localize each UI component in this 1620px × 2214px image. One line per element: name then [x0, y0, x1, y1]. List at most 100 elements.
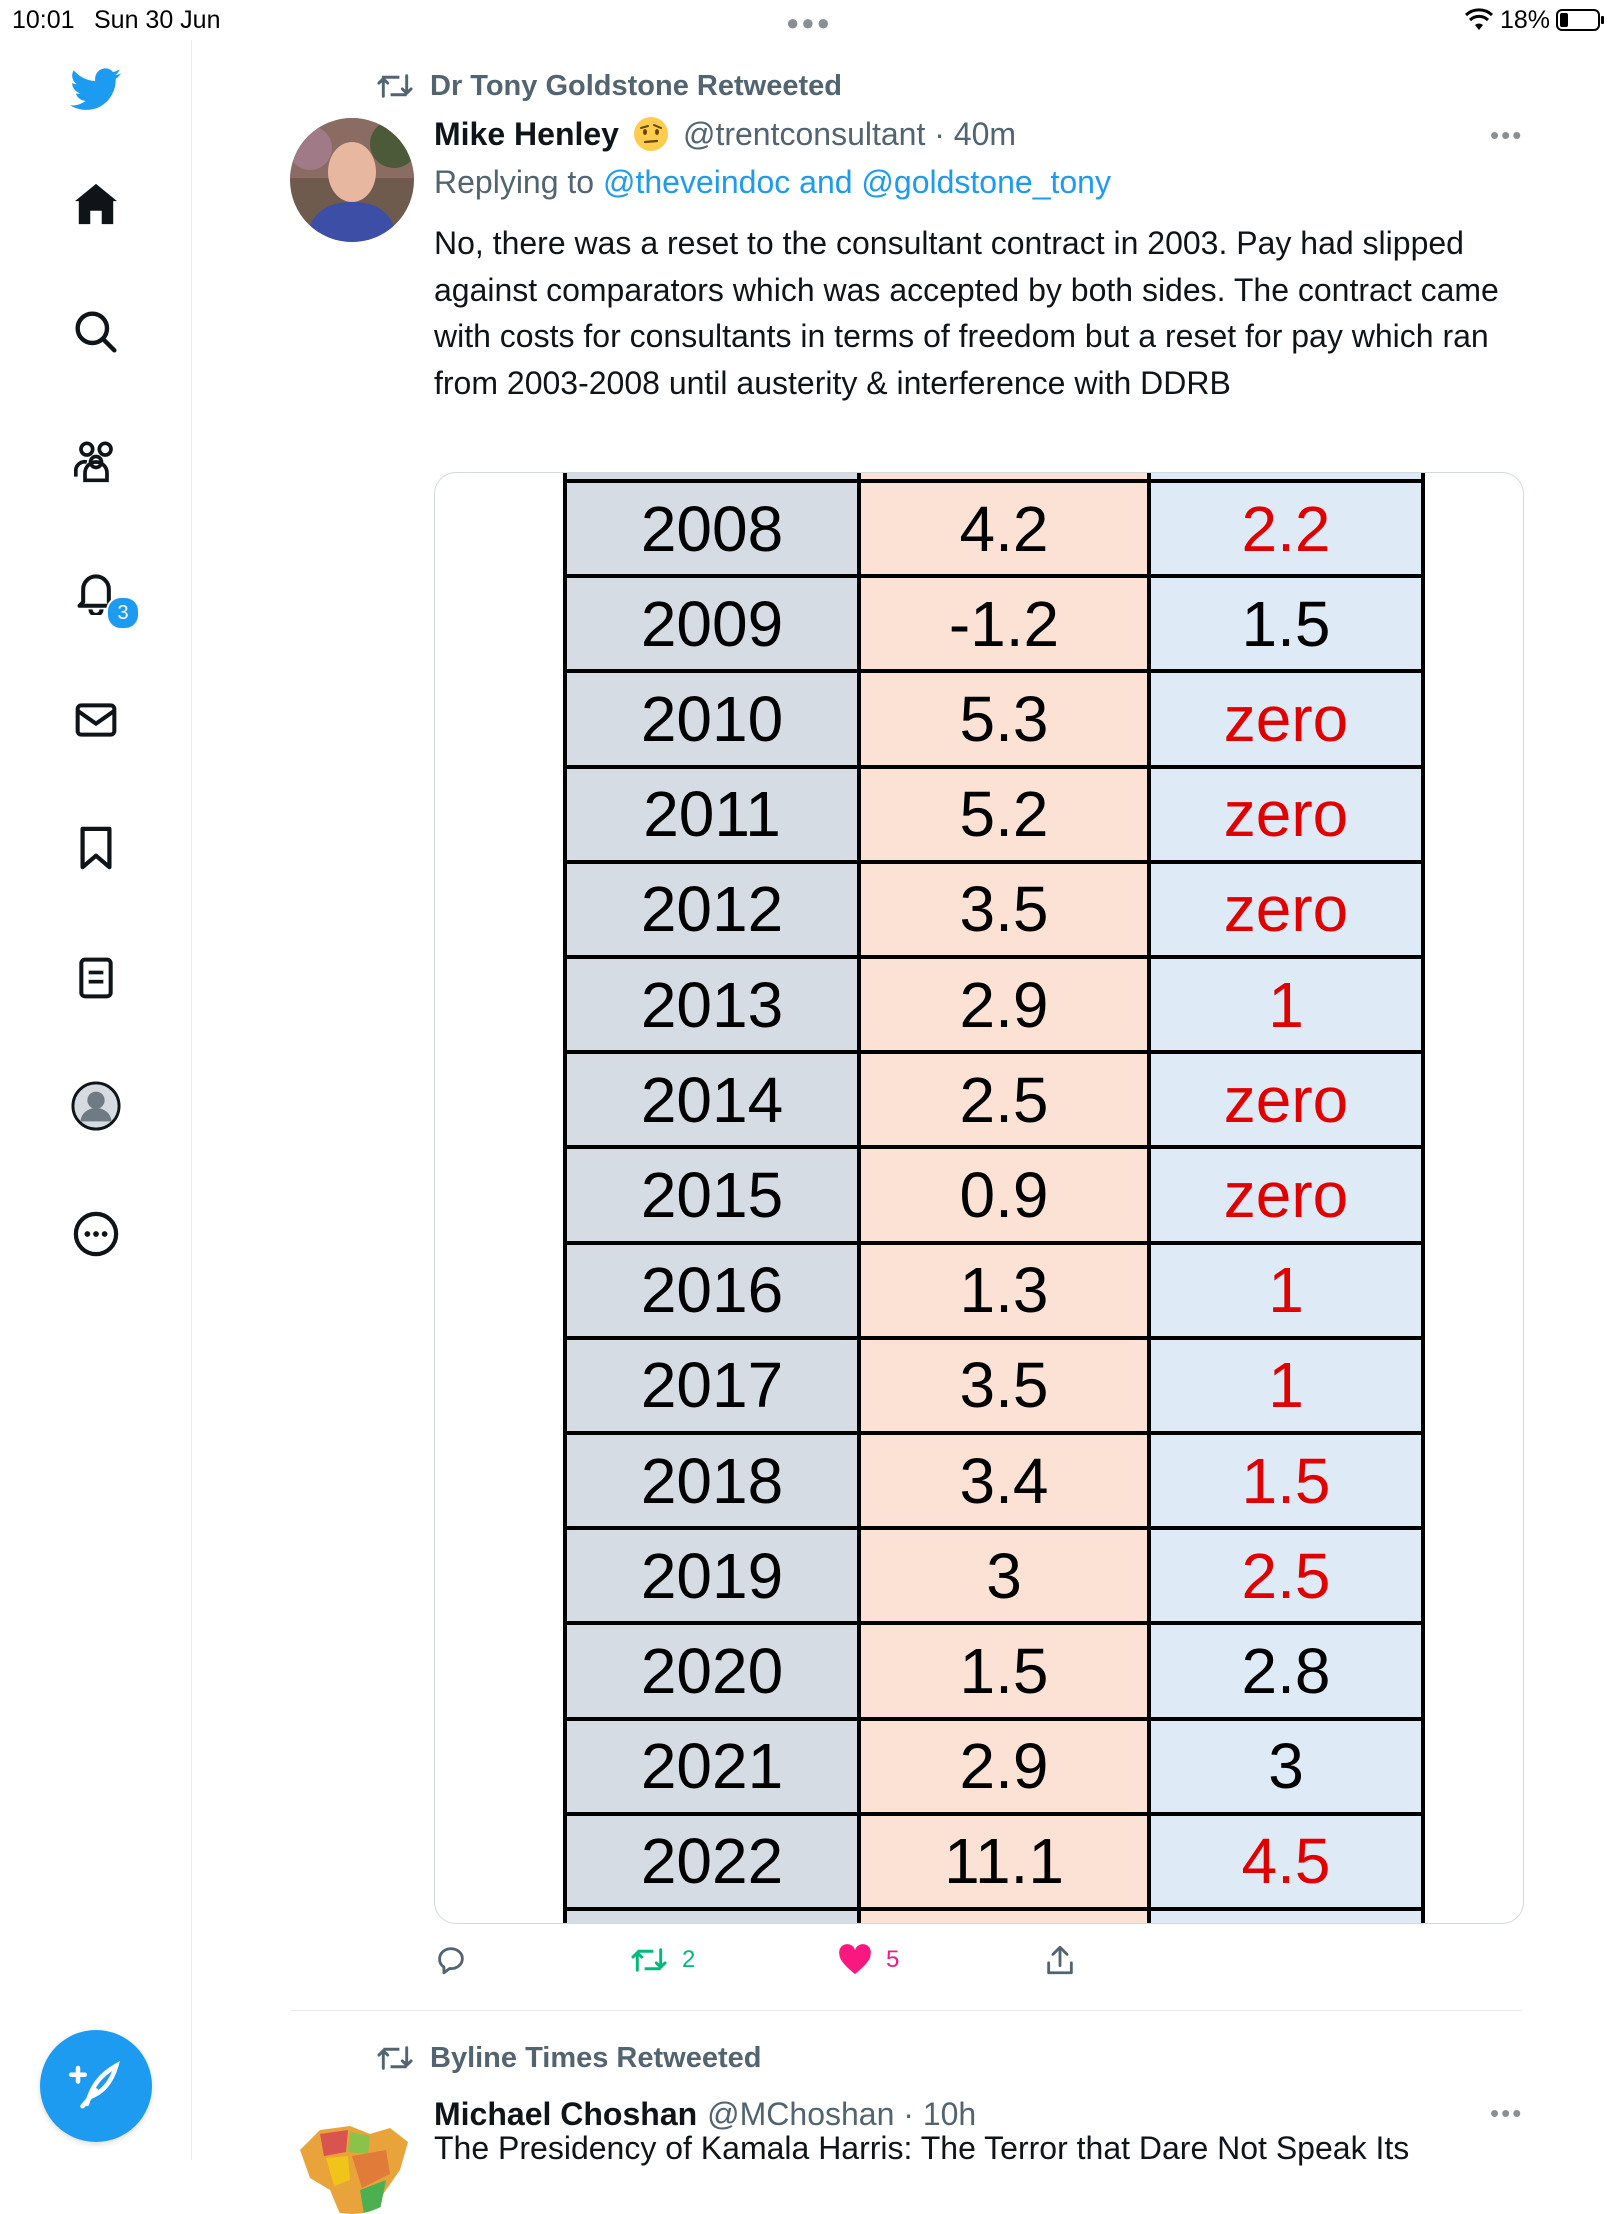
- table-cell-pay: 3: [1151, 1720, 1421, 1812]
- table-cell-pay: 1.5: [1151, 1435, 1421, 1527]
- table-cell-year: 2019: [567, 1530, 857, 1622]
- table-cell-pay: 1: [1151, 1339, 1421, 1431]
- search-icon[interactable]: [70, 306, 122, 358]
- like-action[interactable]: 5: [838, 1940, 899, 1980]
- table-cell-year: 2011: [567, 768, 857, 860]
- table-cell-cpi: 0.9: [861, 1149, 1147, 1241]
- table-gridline: [563, 1050, 1425, 1055]
- table-cell-year: 2017: [567, 1339, 857, 1431]
- notifications-badge: 3: [106, 596, 140, 630]
- battery-icon: [1556, 9, 1604, 31]
- retweet-context-line: Dr Tony Goldstone Retweeted: [376, 68, 842, 104]
- table-cell-pay: 2.8: [1151, 1625, 1421, 1717]
- tweet-media-image[interactable]: 2008 4.2 2.2 2009 -1.2 1.5 2010 5.3 zero 2011 5.2 z…: [434, 472, 1524, 1924]
- table-cell-year: 2009: [567, 578, 857, 670]
- table-cell-cpi: 2.9: [861, 1720, 1147, 1812]
- table-cell-year: 2016: [567, 1244, 857, 1336]
- table-cell-year: 2010: [567, 673, 857, 765]
- table-cell-pay: zero: [1151, 1054, 1421, 1146]
- table-gridline: [563, 473, 567, 1923]
- retweeted-by-label[interactable]: Dr Tony Goldstone Retweeted: [430, 69, 842, 102]
- reply-action[interactable]: [434, 1940, 482, 1980]
- retweet-green-icon: [631, 1948, 667, 1972]
- table-gridline: [563, 479, 1425, 483]
- retweet-action[interactable]: 2: [630, 1940, 695, 1980]
- twitter-logo-icon[interactable]: [70, 64, 122, 116]
- table-gridline: [563, 1526, 1425, 1531]
- table-cell-pay: 2.2: [1151, 483, 1421, 575]
- table-cell-pay: zero: [1151, 768, 1421, 860]
- tweet-header-2: Michael Choshan @MChoshan · 10h: [434, 2094, 976, 2134]
- status-date: Sun 30 Jun: [94, 6, 221, 34]
- table-cell-year: 2015: [567, 1149, 857, 1241]
- author-avatar[interactable]: [290, 118, 414, 242]
- messages-mail-icon[interactable]: [70, 694, 122, 746]
- author-handle-time-2[interactable]: @MChoshan · 10h: [707, 2095, 977, 2132]
- table-cell-pay: 1: [1151, 959, 1421, 1051]
- table-cell-cpi: 3.4: [861, 1435, 1147, 1527]
- author-name-2[interactable]: Michael Choshan: [434, 2095, 698, 2132]
- table-cell-cpi: 5.2: [861, 768, 1147, 860]
- battery-percent: 18%: [1500, 6, 1551, 34]
- author-avatar-2[interactable]: [290, 2090, 414, 2214]
- retweet-icon: [377, 74, 413, 98]
- table-strip: [1151, 473, 1421, 479]
- author-handle-time[interactable]: @trentconsultant · 40m: [682, 115, 1017, 152]
- table-gridline: [857, 473, 861, 1923]
- table-cell-year: 2018: [567, 1435, 857, 1527]
- table-strip: [861, 1911, 1147, 1923]
- author-name[interactable]: Mike Henley: [434, 115, 619, 152]
- table-gridline: [563, 1907, 1425, 1911]
- home-icon[interactable]: [70, 178, 122, 230]
- share-upload-icon: [1047, 1945, 1073, 1975]
- table-strip: [861, 473, 1147, 479]
- table-strip: [567, 473, 857, 479]
- profile-avatar-icon[interactable]: [70, 1080, 122, 1132]
- table-cell-cpi: 11.1: [861, 1815, 1147, 1907]
- tweet-actions-bar: 2 5: [434, 1940, 1134, 1980]
- table-gridline: [563, 1716, 1425, 1721]
- replying-to-line: Replying to @theveindoc and @goldstone_t…: [434, 164, 1111, 201]
- table-cell-cpi: 1.3: [861, 1244, 1147, 1336]
- share-action[interactable]: [1044, 1940, 1076, 1980]
- lists-icon[interactable]: [70, 952, 122, 1004]
- tweet-divider: [290, 2010, 1522, 2011]
- table-cell-pay: zero: [1151, 673, 1421, 765]
- communities-icon[interactable]: [70, 436, 122, 488]
- reply-mentions-link[interactable]: @theveindoc and @goldstone_tony: [602, 164, 1111, 200]
- sidebar-nav: 3: [0, 40, 192, 2160]
- table-cell-year: 2020: [567, 1625, 857, 1717]
- compose-tweet-button[interactable]: [40, 2030, 152, 2142]
- table-cell-pay: 4.5: [1151, 1815, 1421, 1907]
- bookmark-icon[interactable]: [70, 822, 122, 874]
- more-options-circle-icon[interactable]: [70, 1208, 122, 1260]
- table-strip: [1151, 1911, 1421, 1923]
- table-gridline: [1147, 473, 1151, 1923]
- table-strip: [567, 1911, 857, 1923]
- retweeted-by-label-2[interactable]: Byline Times Retweeted: [430, 2041, 762, 2074]
- table-gridline: [563, 669, 1425, 674]
- table-gridline: [563, 764, 1425, 769]
- tweet-text: No, there was a reset to the consultant …: [434, 225, 1499, 401]
- tweet-more-menu-icon[interactable]: •••: [1490, 120, 1524, 150]
- table-gridline: [563, 1431, 1425, 1435]
- tweet-header: Mike Henley @trentconsultant · 40m: [434, 114, 1016, 154]
- tweet-more-menu-icon-2[interactable]: •••: [1490, 2098, 1524, 2128]
- notifications-bell-icon[interactable]: [70, 566, 122, 618]
- table-cell-year: 2008: [567, 483, 857, 575]
- table-cell-cpi: -1.2: [861, 578, 1147, 670]
- status-time: 10:01: [12, 6, 75, 34]
- table-cell-pay: 1: [1151, 1244, 1421, 1336]
- table-cell-pay: zero: [1151, 1149, 1421, 1241]
- table-cell-cpi: 2.9: [861, 959, 1147, 1051]
- table-cell-cpi: 4.2: [861, 483, 1147, 575]
- multitasking-dots-icon[interactable]: ●●●: [786, 10, 832, 35]
- table-cell-year: 2013: [567, 959, 857, 1051]
- retweet-count: 2: [682, 1946, 696, 1973]
- table-cell-cpi: 3.5: [861, 1339, 1147, 1431]
- table-gridline: [1421, 473, 1425, 1923]
- table-cell-cpi: 3.5: [861, 863, 1147, 955]
- tweet-text-2: The Presidency of Kamala Harris: The Ter…: [434, 2130, 1410, 2166]
- retweet-icon: [377, 2046, 413, 2070]
- table-gridline: [563, 1621, 1425, 1626]
